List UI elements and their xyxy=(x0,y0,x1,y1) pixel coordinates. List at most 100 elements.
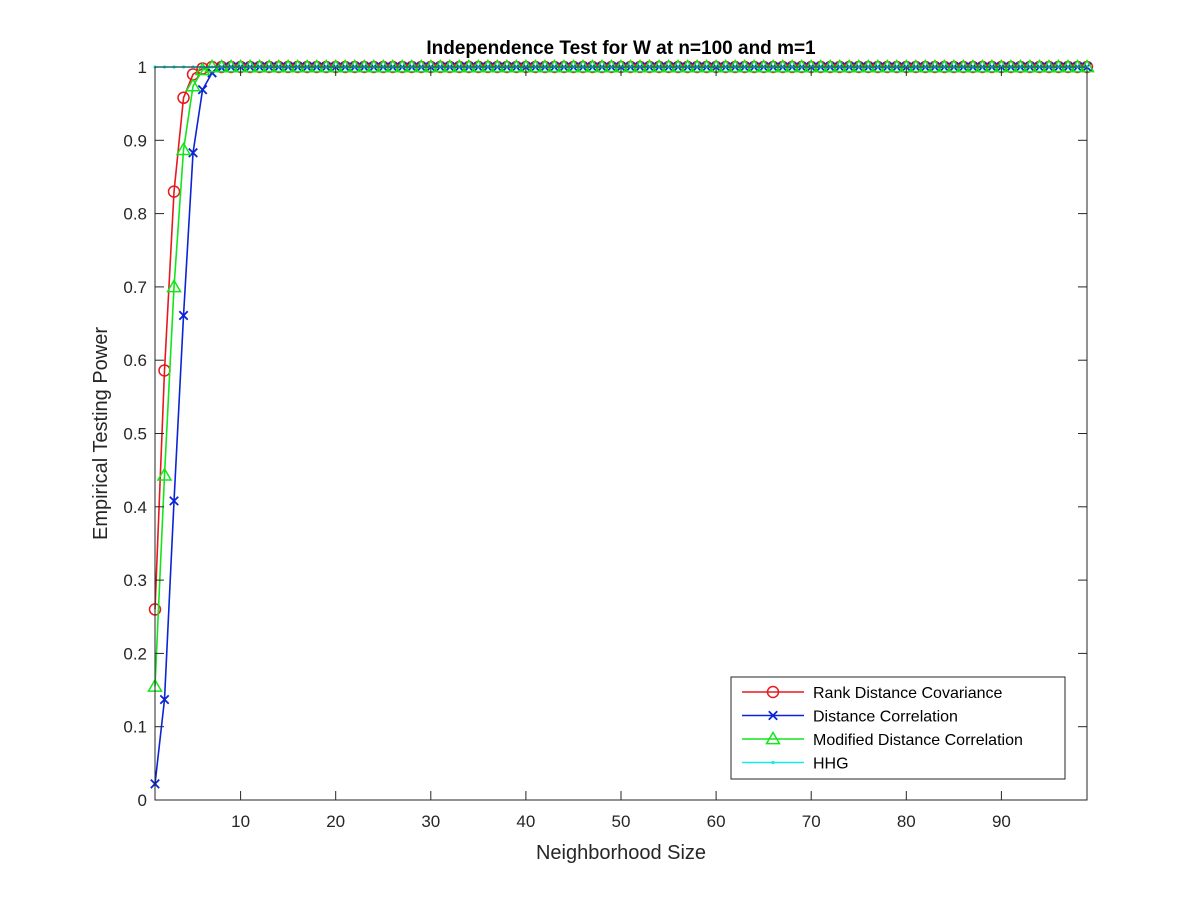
modified-distance-correlation-point-33 xyxy=(461,59,477,73)
distance-correlation-point-1 xyxy=(159,694,170,705)
modified-distance-correlation-point-38 xyxy=(508,59,525,73)
legend-label: Modified Distance Correlation xyxy=(813,732,1023,749)
legend-label: Distance Correlation xyxy=(813,709,958,726)
modified-distance-correlation-point-52 xyxy=(641,59,658,73)
modified-distance-correlation-point-25 xyxy=(384,59,401,73)
x-tick-label: 90 xyxy=(992,812,1011,831)
modified-distance-correlation-point-47 xyxy=(594,59,610,73)
y-tick-label: 0 xyxy=(138,791,147,810)
modified-distance-correlation-point-56 xyxy=(679,59,696,73)
distance-correlation-point-6 xyxy=(207,68,217,78)
modified-distance-correlation-point-70 xyxy=(812,59,829,73)
legend: Rank Distance Covariance Distance Correla… xyxy=(730,676,1066,780)
modified-distance-correlation-point-24 xyxy=(375,59,392,73)
modified-distance-correlation-point-46 xyxy=(584,59,601,73)
modified-distance-correlation-point-45 xyxy=(575,59,591,73)
modified-distance-correlation-point-48 xyxy=(603,59,620,73)
modified-distance-correlation-point-28 xyxy=(413,59,430,73)
modified-distance-correlation-point-14 xyxy=(280,59,296,73)
modified-distance-correlation-point-42 xyxy=(546,59,563,73)
modified-distance-correlation-point-96 xyxy=(1060,59,1076,73)
legend-item-modified-distance-correlation: Modified Distance Correlation xyxy=(742,731,1023,749)
modified-distance-correlation-point-94 xyxy=(1041,59,1057,73)
modified-distance-correlation-point-22 xyxy=(356,59,373,73)
legend-label: Rank Distance Covariance xyxy=(813,685,1003,702)
modified-distance-correlation-point-26 xyxy=(394,59,411,73)
x-tick-label: 40 xyxy=(516,812,535,831)
x-tick-label: 50 xyxy=(612,812,631,831)
legend-item-hhg: HHG xyxy=(742,756,849,773)
modified-distance-correlation-point-63 xyxy=(746,59,762,73)
modified-distance-correlation-point-67 xyxy=(784,59,800,73)
y-tick-label: 0.2 xyxy=(123,644,147,663)
modified-distance-correlation-point-4 xyxy=(185,78,201,92)
y-tick-label: 0.1 xyxy=(123,718,147,737)
rank-distance-covariance-point-3 xyxy=(177,91,190,105)
modified-distance-correlation-point-74 xyxy=(850,59,867,73)
modified-distance-correlation-point-75 xyxy=(860,59,877,73)
modified-distance-correlation-point-36 xyxy=(489,59,506,73)
legend-item-distance-correlation: Distance Correlation xyxy=(742,709,958,726)
modified-distance-correlation-point-76 xyxy=(869,59,886,73)
modified-distance-correlation-point-13 xyxy=(270,59,287,73)
modified-distance-correlation-point-84 xyxy=(946,59,962,73)
modified-distance-correlation-point-6 xyxy=(204,59,220,73)
x-tick-label: 60 xyxy=(707,812,726,831)
y-tick-label: 0.9 xyxy=(123,131,147,150)
modified-distance-correlation-point-54 xyxy=(660,59,677,73)
modified-distance-correlation-point-72 xyxy=(831,59,848,73)
legend-item-rank-distance-covariance: Rank Distance Covariance xyxy=(742,685,1003,702)
legend-distance-correlation-point-0 xyxy=(768,710,778,721)
modified-distance-correlation-point-97 xyxy=(1069,59,1086,73)
y-tick-label: 0.7 xyxy=(123,278,147,297)
modified-distance-correlation-point-68 xyxy=(793,59,810,73)
modified-distance-correlation-point-40 xyxy=(527,59,544,73)
modified-distance-correlation-point-64 xyxy=(755,59,772,73)
modified-distance-correlation-point-65 xyxy=(765,59,781,73)
modified-distance-correlation-point-21 xyxy=(346,59,363,73)
modified-distance-correlation-point-85 xyxy=(955,59,972,73)
modified-distance-correlation-point-34 xyxy=(470,59,487,73)
modified-distance-correlation-point-20 xyxy=(337,59,354,73)
modified-distance-correlation-point-43 xyxy=(556,59,572,73)
modified-distance-correlation-point-66 xyxy=(774,59,791,73)
legend-hhg-point-0 xyxy=(771,760,775,765)
modified-distance-correlation-point-37 xyxy=(499,59,515,73)
x-tick-label: 20 xyxy=(326,812,345,831)
modified-distance-correlation-point-61 xyxy=(727,59,743,73)
modified-distance-correlation-point-82 xyxy=(927,59,943,73)
y-tick-label: 0.5 xyxy=(123,425,147,444)
modified-distance-correlation-point-10 xyxy=(242,59,258,73)
modified-distance-correlation-point-41 xyxy=(537,59,553,73)
y-axis-ticks: 0 0.1 0.2 0.3 0.4 0.5 0.6 0.7 0.8 0.9 1 xyxy=(123,58,1087,810)
modified-distance-correlation-point-60 xyxy=(717,59,734,73)
modified-distance-correlation-point-77 xyxy=(879,59,896,73)
modified-distance-correlation-point-50 xyxy=(622,59,639,73)
modified-distance-correlation-point-32 xyxy=(451,59,468,73)
modified-distance-correlation-point-51 xyxy=(632,59,648,73)
modified-distance-correlation-point-31 xyxy=(442,59,458,73)
distance-correlation-point-3 xyxy=(178,310,189,321)
modified-distance-correlation-point-53 xyxy=(651,59,667,73)
modified-distance-correlation-point-12 xyxy=(261,59,277,73)
modified-distance-correlation-point-93 xyxy=(1031,59,1048,73)
x-axis-ticks: 10 20 30 40 50 60 70 80 90 xyxy=(231,67,1011,831)
y-tick-label: 0.4 xyxy=(123,498,147,517)
modified-distance-correlation-point-15 xyxy=(289,59,306,73)
modified-distance-correlation-point-2 xyxy=(166,278,182,293)
modified-distance-correlation-point-7 xyxy=(213,59,230,73)
modified-distance-correlation-point-11 xyxy=(251,59,268,73)
x-tick-label: 70 xyxy=(802,812,821,831)
legend-modified-distance-correlation-point-0 xyxy=(765,731,781,745)
modified-distance-correlation-point-27 xyxy=(403,59,420,73)
legend-rank-distance-covariance-point-0 xyxy=(766,685,780,699)
x-axis-title: Neighborhood Size xyxy=(536,842,706,864)
modified-distance-correlation-point-3 xyxy=(175,141,192,156)
x-tick-label: 30 xyxy=(421,812,440,831)
modified-distance-correlation-point-58 xyxy=(698,59,715,73)
y-tick-label: 0.3 xyxy=(123,571,147,590)
modified-distance-correlation-point-78 xyxy=(888,59,905,73)
modified-distance-correlation-point-88 xyxy=(984,59,1000,73)
x-tick-label: 80 xyxy=(897,812,916,831)
